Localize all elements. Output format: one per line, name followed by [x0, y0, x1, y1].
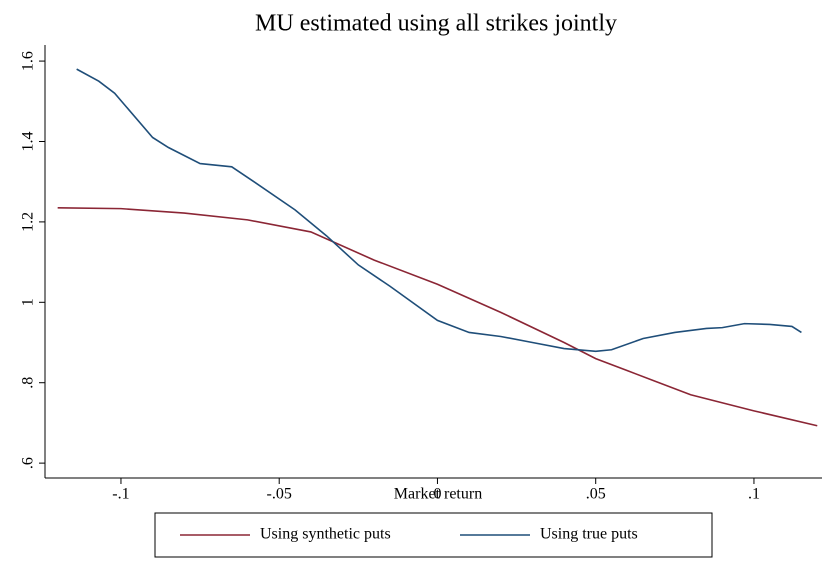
y-tick-label: 1.4 — [20, 131, 37, 151]
x-tick-label: -.05 — [267, 486, 292, 503]
y-tick-label: .8 — [20, 377, 37, 389]
x-tick-label: 0 — [433, 486, 441, 503]
y-tick-label: 1.2 — [20, 212, 37, 232]
series-line — [76, 68, 802, 353]
y-tick-label: 1 — [20, 298, 37, 306]
x-tick-label: -.1 — [112, 486, 129, 503]
x-tick-label: .05 — [586, 486, 606, 503]
y-tick-label: .6 — [20, 457, 37, 469]
x-tick-label: .1 — [748, 486, 760, 503]
legend-label: Using synthetic puts — [260, 526, 391, 543]
legend-label: Using true puts — [540, 526, 638, 543]
y-tick-label: 1.6 — [20, 51, 37, 71]
x-axis-label: Market return — [394, 486, 482, 503]
series-line — [57, 207, 818, 427]
chart-title: MU estimated using all strikes jointly — [255, 11, 617, 37]
